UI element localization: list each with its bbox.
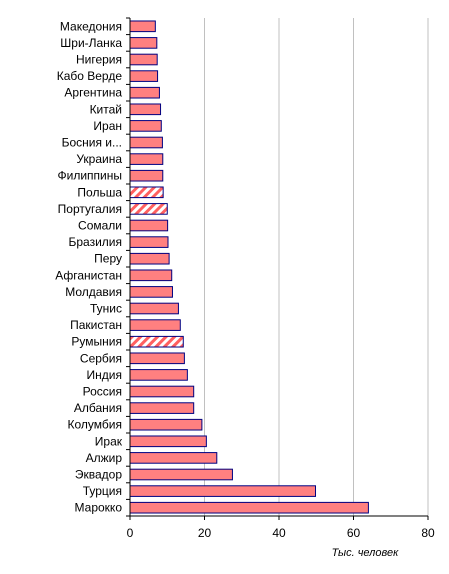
- bar-11: [129, 203, 168, 215]
- category-labels: Македония Шри-Ланка Нигерия Кабо Верде Арген…: [55, 19, 123, 514]
- category-label: Албания: [74, 401, 122, 415]
- category-label: Турция: [83, 484, 122, 498]
- x-tick-label: 20: [198, 526, 212, 540]
- category-label: Польша: [77, 185, 122, 199]
- category-label: Иран: [93, 119, 122, 133]
- bar-3: [129, 70, 159, 82]
- category-label: Перу: [94, 252, 122, 266]
- x-tick-labels: 0 20 40 60 80: [127, 526, 435, 540]
- category-label: Марокко: [75, 501, 123, 515]
- bar-6: [129, 120, 162, 132]
- gridlines: [204, 18, 429, 516]
- bar-28: [129, 485, 317, 497]
- bar-7: [129, 136, 163, 149]
- category-label: Россия: [83, 385, 122, 399]
- category-label: Португалия: [58, 202, 122, 216]
- bar-15: [129, 269, 173, 282]
- bar-21: [129, 369, 188, 381]
- category-label: Кабо Верде: [57, 69, 123, 83]
- x-tick-label: 80: [421, 526, 435, 540]
- bar-14: [129, 252, 170, 265]
- bar-26: [129, 452, 218, 464]
- category-label: Македония: [60, 19, 122, 33]
- bar-16: [129, 286, 173, 298]
- bar-17: [129, 302, 179, 315]
- category-label: Молдавия: [65, 285, 122, 299]
- bars: [129, 20, 369, 514]
- category-label: Бразилия: [69, 235, 123, 249]
- bar-22: [129, 385, 195, 398]
- category-label: Сомали: [78, 219, 122, 233]
- x-tick-label: 40: [272, 526, 286, 540]
- category-label: Босния и...: [62, 136, 122, 150]
- axes: [126, 17, 429, 520]
- category-label: Эквадор: [75, 468, 122, 482]
- bar-1: [129, 37, 158, 49]
- category-label: Алжир: [86, 451, 123, 465]
- category-label: Нигерия: [76, 53, 122, 67]
- category-label: Китай: [90, 102, 122, 116]
- category-label: Индия: [87, 368, 122, 382]
- bar-27: [129, 468, 233, 481]
- bar-10: [129, 186, 164, 199]
- bar-29: [129, 501, 369, 514]
- bar-19: [129, 335, 184, 348]
- category-label: Аргентина: [64, 86, 122, 100]
- bar-20: [129, 352, 185, 365]
- category-label: Ирак: [95, 434, 123, 448]
- bar-18: [129, 319, 181, 331]
- bar-2: [129, 53, 158, 66]
- category-label: Филиппины: [58, 169, 122, 183]
- category-label: Румыния: [71, 335, 122, 349]
- bar-25: [129, 435, 207, 448]
- x-tick-label: 60: [347, 526, 361, 540]
- bar-0: [129, 20, 156, 33]
- category-label: Колумбия: [68, 418, 122, 432]
- category-label: Украина: [76, 152, 122, 166]
- x-tick-label: 0: [127, 526, 134, 540]
- bar-24: [129, 418, 203, 431]
- bar-4: [129, 86, 160, 99]
- bar-12: [129, 219, 169, 232]
- category-label: Тунис: [90, 302, 122, 316]
- category-label: Афганистан: [55, 268, 122, 282]
- bar-23: [129, 402, 195, 414]
- bar-8: [129, 153, 164, 165]
- x-axis-title: Тыс. человек: [332, 547, 399, 559]
- category-label: Шри-Ланка: [60, 36, 122, 50]
- bar-9: [129, 169, 164, 182]
- category-label: Сербия: [80, 351, 122, 365]
- category-label: Пакистан: [70, 318, 122, 332]
- bar-13: [129, 236, 169, 248]
- bar-5: [129, 103, 162, 116]
